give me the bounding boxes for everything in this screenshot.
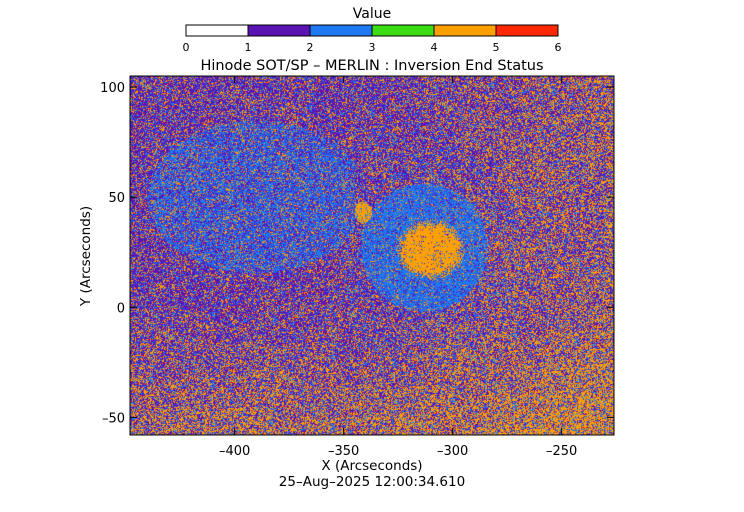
colorbar-bin-3: [372, 25, 434, 36]
colorbar-tick-label: 5: [493, 41, 500, 54]
colorbar-bin-4: [434, 25, 496, 36]
x-tick-label: –400: [219, 444, 250, 459]
y-tick-label: –50: [102, 411, 125, 426]
y-tick-label: 100: [100, 81, 125, 96]
colorbar-tick-label: 0: [183, 41, 190, 54]
colorbar: Value 0 1 2 3 4 5 6: [183, 6, 562, 54]
y-tick-label: 50: [108, 191, 125, 206]
colorbar-tick-label: 1: [245, 41, 252, 54]
plot-frame: [129, 75, 615, 436]
y-axis-label: Y (Arcseconds): [78, 206, 94, 307]
y-axis: –50 0 50 100: [100, 81, 614, 426]
x-tick-label: –300: [437, 444, 468, 459]
colorbar-bin-2: [310, 25, 372, 36]
chart-title: Hinode SOT/SP – MERLIN : Inversion End S…: [200, 58, 543, 74]
timestamp: 25–Aug–2025 12:00:34.610: [279, 474, 465, 490]
colorbar-bin-1: [248, 25, 310, 36]
colorbar-tick-label: 6: [555, 41, 562, 54]
x-axis: –400 –350 –300 –250: [219, 76, 577, 459]
colorbar-tick-label: 3: [369, 41, 376, 54]
y-tick-label: 0: [117, 301, 125, 316]
colorbar-bin-5: [496, 25, 558, 36]
status-map: [130, 76, 614, 435]
colorbar-label: Value: [353, 6, 391, 22]
x-tick-label: –250: [546, 444, 577, 459]
colorbar-bin-0: [186, 25, 248, 36]
colorbar-tick-label: 2: [307, 41, 314, 54]
x-axis-label: X (Arcseconds): [321, 458, 422, 474]
colorbar-tick-label: 4: [431, 41, 438, 54]
status-map-image: [130, 76, 614, 435]
x-tick-label: –350: [328, 444, 359, 459]
